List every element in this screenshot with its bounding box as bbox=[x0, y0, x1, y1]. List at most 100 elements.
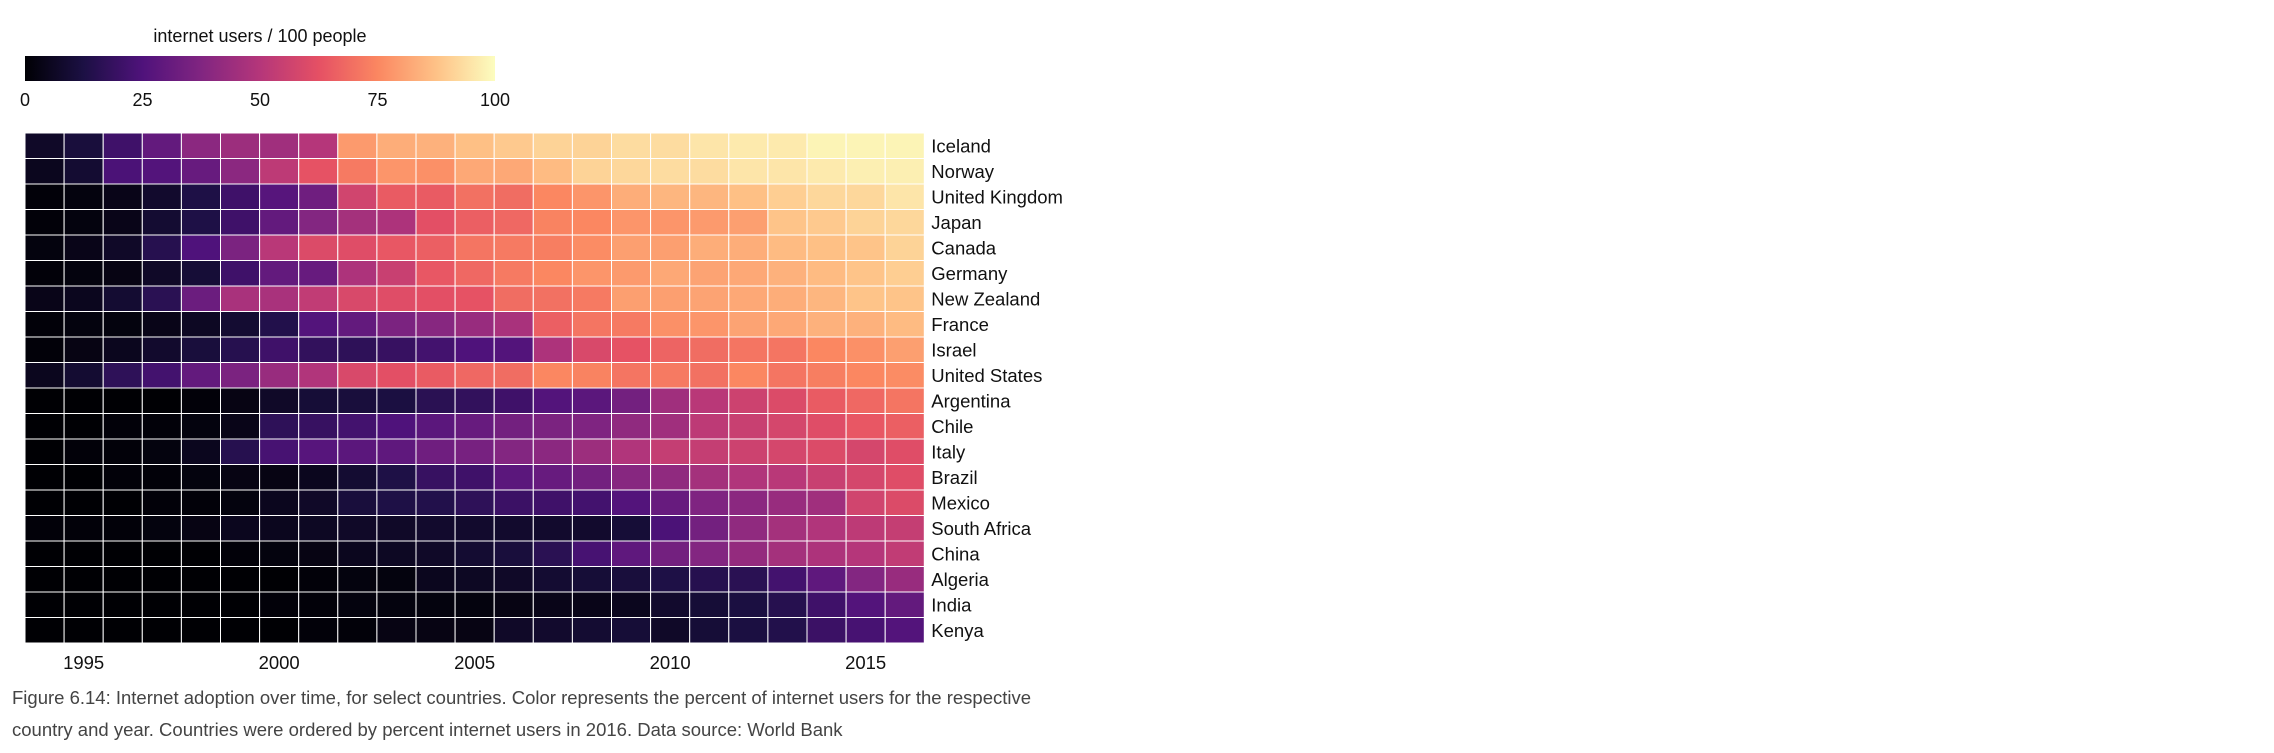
heatmap-cell bbox=[376, 438, 417, 465]
heatmap-cell bbox=[180, 489, 221, 516]
figure-caption: Figure 6.14: Internet adoption over time… bbox=[12, 682, 1122, 746]
heatmap-cell bbox=[845, 311, 886, 338]
heatmap-cell bbox=[532, 566, 573, 593]
heatmap-cell bbox=[454, 540, 495, 567]
heatmap-cell bbox=[806, 413, 847, 440]
heatmap-cell bbox=[298, 260, 339, 287]
heatmap-cell bbox=[298, 540, 339, 567]
country-label: China bbox=[931, 543, 980, 564]
heatmap-cell bbox=[141, 413, 182, 440]
heatmap-cell bbox=[884, 311, 925, 338]
heatmap-cell bbox=[571, 515, 613, 542]
heatmap-cell bbox=[532, 413, 573, 440]
heatmap-cell bbox=[102, 234, 143, 261]
heatmap-cell bbox=[650, 336, 691, 363]
heatmap-cell bbox=[806, 209, 847, 236]
heatmap-cell bbox=[845, 158, 886, 185]
heatmap-cell bbox=[611, 489, 652, 516]
heatmap-cell bbox=[884, 617, 925, 644]
heatmap-cell bbox=[767, 464, 808, 491]
heatmap-cell bbox=[63, 617, 104, 644]
heatmap-cell bbox=[884, 209, 925, 236]
heatmap-cell bbox=[571, 438, 613, 465]
heatmap-cell bbox=[180, 260, 221, 287]
heatmap-cell bbox=[63, 132, 104, 159]
heatmap-cell bbox=[298, 566, 339, 593]
x-tick-label: 2010 bbox=[650, 652, 691, 673]
heatmap-cell bbox=[298, 209, 339, 236]
heatmap-cell bbox=[180, 438, 221, 465]
heatmap-cell bbox=[63, 285, 104, 312]
heatmap-cell bbox=[728, 209, 769, 236]
heatmap-cell bbox=[845, 566, 886, 593]
heatmap-cell bbox=[845, 464, 886, 491]
heatmap-cell bbox=[454, 132, 495, 159]
heatmap-cell bbox=[845, 132, 886, 159]
heatmap-cell bbox=[415, 617, 456, 644]
heatmap-cell bbox=[259, 362, 300, 389]
heatmap-cell bbox=[845, 540, 886, 567]
heatmap-cell bbox=[298, 413, 339, 440]
heatmap-cell bbox=[845, 362, 886, 389]
heatmap-cell bbox=[454, 336, 495, 363]
heatmap-cell bbox=[571, 566, 613, 593]
heatmap-cell bbox=[493, 591, 534, 618]
heatmap-cell bbox=[454, 438, 495, 465]
heatmap-cell bbox=[611, 438, 652, 465]
heatmap-cell bbox=[415, 387, 456, 414]
heatmap-cell bbox=[650, 489, 691, 516]
heatmap-cell bbox=[689, 336, 730, 363]
heatmap-cell bbox=[767, 438, 808, 465]
heatmap-cell bbox=[728, 362, 769, 389]
heatmap-cell bbox=[180, 285, 221, 312]
heatmap-cell bbox=[102, 413, 143, 440]
heatmap-cell bbox=[259, 438, 300, 465]
heatmap-cell bbox=[141, 591, 182, 618]
heatmap-cell bbox=[220, 285, 261, 312]
heatmap-cell bbox=[806, 566, 847, 593]
heatmap-cell bbox=[493, 183, 534, 210]
heatmap-cell bbox=[415, 362, 456, 389]
heatmap-cell bbox=[611, 336, 652, 363]
heatmap-cell bbox=[63, 336, 104, 363]
heatmap-cell bbox=[376, 591, 417, 618]
heatmap-cell bbox=[611, 209, 652, 236]
heatmap-cell bbox=[63, 591, 104, 618]
heatmap-cell bbox=[337, 566, 378, 593]
colorbar-tick-label: 50 bbox=[250, 90, 270, 110]
heatmap-cell bbox=[298, 132, 339, 159]
country-label: Germany bbox=[931, 263, 1008, 284]
heatmap-cell bbox=[376, 260, 417, 287]
country-label: Italy bbox=[931, 441, 966, 462]
heatmap-cell bbox=[611, 617, 652, 644]
heatmap-cell bbox=[767, 209, 808, 236]
heatmap-cell bbox=[650, 234, 691, 261]
heatmap-cell bbox=[493, 132, 534, 159]
heatmap-cell bbox=[571, 234, 613, 261]
heatmap-cell bbox=[767, 617, 808, 644]
heatmap-cell bbox=[689, 183, 730, 210]
heatmap-cell bbox=[24, 132, 65, 159]
heatmap-cell bbox=[532, 285, 573, 312]
heatmap-cell bbox=[806, 132, 847, 159]
heatmap-cell bbox=[650, 158, 691, 185]
heatmap-cell bbox=[337, 209, 378, 236]
heatmap-cell bbox=[806, 540, 847, 567]
heatmap-cell bbox=[259, 183, 300, 210]
heatmap-cell bbox=[689, 591, 730, 618]
heatmap-cell bbox=[24, 464, 65, 491]
heatmap-cell bbox=[376, 234, 417, 261]
heatmap-cell bbox=[806, 617, 847, 644]
heatmap-cell bbox=[415, 515, 456, 542]
heatmap-cell bbox=[493, 362, 534, 389]
heatmap-cell bbox=[337, 183, 378, 210]
heatmap-cell bbox=[650, 209, 691, 236]
heatmap-cell bbox=[571, 464, 613, 491]
heatmap-cell bbox=[337, 540, 378, 567]
heatmap-cell bbox=[532, 591, 573, 618]
heatmap-cell bbox=[63, 489, 104, 516]
heatmap-cell bbox=[884, 438, 925, 465]
heatmap-cell bbox=[767, 311, 808, 338]
heatmap-cell bbox=[141, 464, 182, 491]
heatmap-cell bbox=[220, 413, 261, 440]
